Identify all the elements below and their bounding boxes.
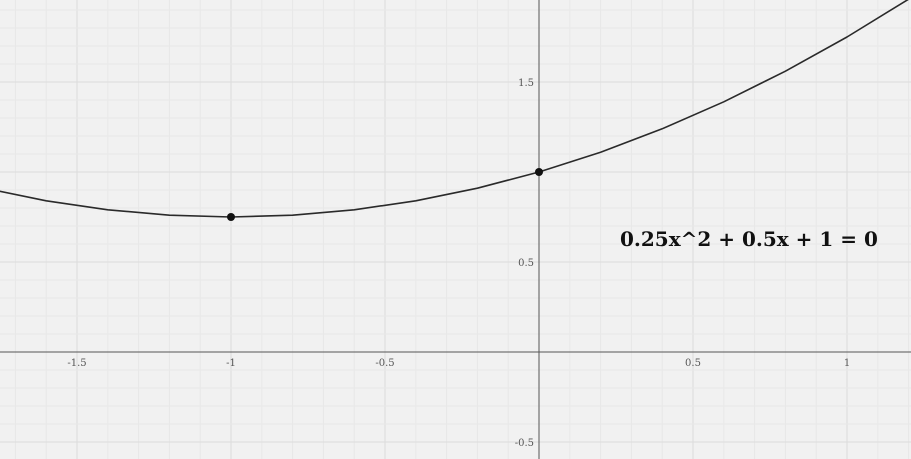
y-tick-label: 0.5	[518, 258, 534, 269]
x-tick-label: 1	[844, 358, 850, 369]
curve-layer	[0, 0, 909, 218]
curve-point[interactable]	[535, 168, 543, 176]
curve-point[interactable]	[227, 213, 235, 221]
parabola-curve	[0, 0, 909, 218]
x-tick-label: -1	[226, 358, 236, 369]
tick-labels: -3-2.5-2-1.5-1-0.50.511.5221.50.5-0.5	[67, 78, 850, 449]
points-layer	[227, 168, 543, 221]
x-tick-label: 0.5	[685, 358, 701, 369]
y-tick-label: 1.5	[518, 78, 534, 89]
y-tick-label: -0.5	[515, 438, 534, 449]
x-tick-label: -0.5	[375, 358, 394, 369]
x-tick-label: -1.5	[67, 358, 86, 369]
equation-label: 0.25x^2 + 0.5x + 1 = 0	[620, 227, 878, 251]
